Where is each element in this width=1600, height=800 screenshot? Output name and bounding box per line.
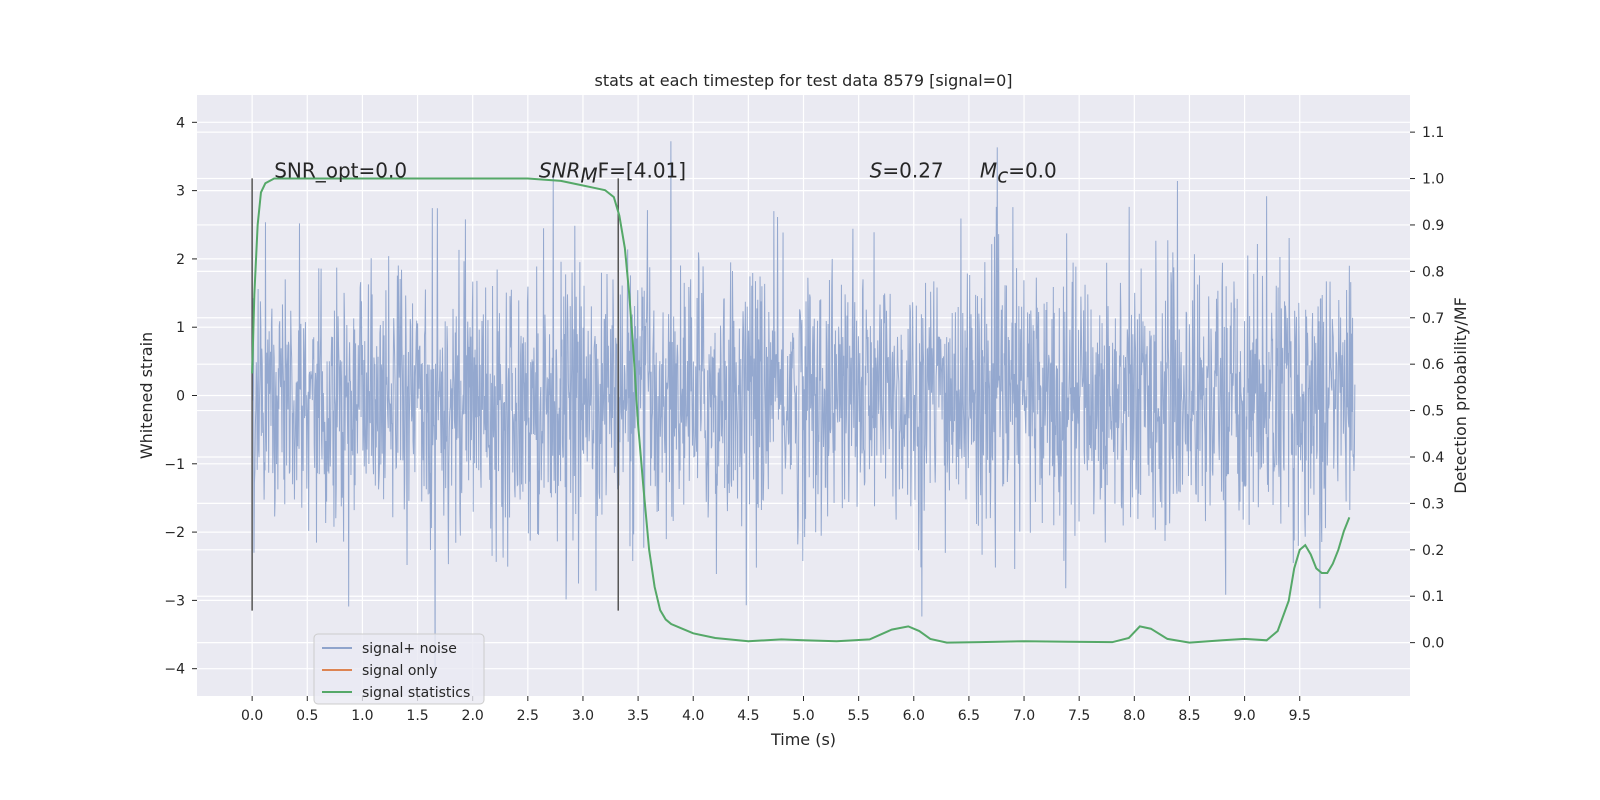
y-tick-label-right: 0.3	[1422, 496, 1444, 512]
y-tick-label-left: 0	[176, 389, 185, 405]
x-tick-label: 8.5	[1178, 708, 1200, 724]
annotation-sub: c	[997, 164, 1008, 188]
y-tick-label-left: −3	[164, 593, 185, 609]
x-tick-label: 4.0	[682, 708, 704, 724]
chart-title: stats at each timestep for test data 857…	[594, 71, 1012, 90]
x-axis-label: Time (s)	[770, 730, 836, 749]
x-tick-label: 3.5	[627, 708, 649, 724]
legend-box	[313, 633, 485, 705]
x-tick-label: 2.5	[517, 708, 539, 724]
y-tick-label-left: −1	[164, 457, 185, 473]
y-tick-label-right: 0.6	[1422, 357, 1444, 373]
x-tick-label: 0.0	[241, 708, 263, 724]
x-tick-label: 5.0	[792, 708, 814, 724]
x-tick-label: 7.0	[1013, 708, 1035, 724]
x-tick-label: 4.5	[737, 708, 759, 724]
x-tick-label: 2.0	[462, 708, 484, 724]
annotations: SNR_opt=0.0 SNRMF=[4.01] S=0.27 Mc=0.0	[274, 159, 1057, 188]
x-ticks: 0.0 0.5 1.0 1.5 2.0 2.5 3.0 3.5 4.0 4.5 5.0 5.5 6.0 6…	[241, 696, 1311, 724]
x-tick-label: 8.0	[1123, 708, 1145, 724]
signal-noise-line	[251, 141, 1356, 673]
annotation: Mc=0.0	[980, 159, 1057, 188]
x-tick-label: 6.0	[903, 708, 925, 724]
annotation-sub: M	[580, 164, 597, 188]
y-ticks-right: 1.1 1.0 0.9 0.8 0.7 0.6 0.5 0.4 0.3 0.2 0.1 0.0	[1410, 125, 1444, 652]
y-axis-label-right: Detection probability/MF	[1451, 297, 1470, 494]
annotation-tail: =0.27	[882, 159, 943, 183]
y-tick-label-left: 4	[176, 115, 185, 131]
y-tick-label-right: 0.7	[1422, 311, 1444, 327]
vertical-markers	[251, 178, 619, 611]
y-tick-label-left: −4	[164, 662, 185, 678]
annotation: S=0.27	[870, 159, 944, 183]
x-tick-label: 5.5	[848, 708, 870, 724]
signal-noise-series	[251, 141, 1356, 673]
annotation-main: S	[870, 159, 883, 183]
annotation: SNRMF=[4.01]	[539, 159, 686, 188]
legend: signal+ noise signal only signal statistic…	[313, 633, 485, 705]
y-tick-label-right: 0.5	[1422, 404, 1444, 420]
annotation-tail: =0.0	[1008, 159, 1057, 183]
x-tick-label: 9.5	[1289, 708, 1311, 724]
y-tick-label-right: 0.4	[1422, 450, 1444, 466]
y-tick-label-right: 0.9	[1422, 218, 1444, 234]
annotation-tail: F=[4.01]	[598, 159, 686, 183]
y-tick-label-left: 2	[176, 252, 185, 268]
signal-statistics-line	[251, 177, 1351, 644]
y-tick-label-right: 1.1	[1422, 125, 1444, 141]
x-tick-label: 9.0	[1233, 708, 1255, 724]
legend-label: signal+ noise	[362, 641, 457, 657]
x-tick-label: 1.0	[351, 708, 373, 724]
y-tick-label-left: −2	[164, 525, 185, 541]
annotation-main: M	[980, 159, 997, 183]
y-tick-label-right: 1.0	[1422, 172, 1444, 188]
y-tick-label-left: 1	[176, 320, 185, 336]
y-tick-label-right: 0.2	[1422, 543, 1444, 559]
x-tick-label: 6.5	[958, 708, 980, 724]
annotation-main: SNR_opt=0.0	[274, 159, 407, 183]
y-tick-label-right: 0.8	[1422, 264, 1444, 280]
annotation-main: SNR	[539, 159, 581, 183]
y-axis-label: Whitened strain	[137, 332, 156, 459]
y-ticks-left: 4 3 2 1 0 −1 −2 −3 −4	[164, 115, 197, 678]
x-tick-label: 1.5	[406, 708, 428, 724]
legend-label: signal statistics	[362, 685, 470, 701]
annotation: SNR_opt=0.0	[274, 159, 407, 183]
x-tick-label: 0.5	[296, 708, 318, 724]
legend-label: signal only	[362, 663, 437, 679]
x-tick-label: 3.0	[572, 708, 594, 724]
y-tick-label-right: 0.1	[1422, 589, 1444, 605]
y-tick-label-left: 3	[176, 184, 185, 200]
x-tick-label: 7.5	[1068, 708, 1090, 724]
y-tick-label-right: 0.0	[1422, 636, 1444, 652]
